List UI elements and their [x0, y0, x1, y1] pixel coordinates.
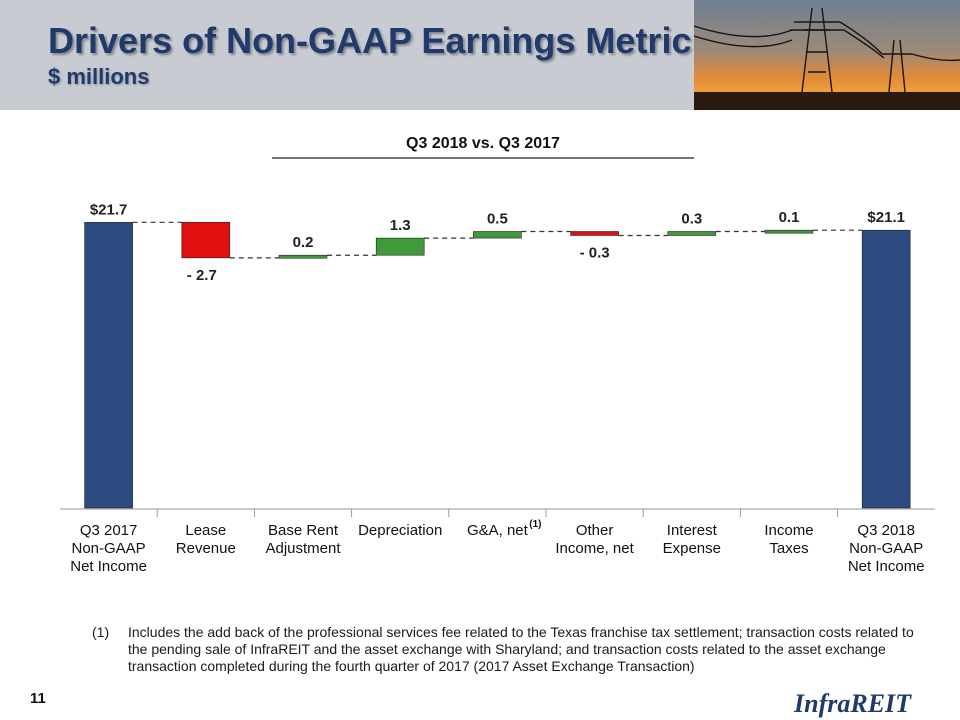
data-label-8: $21.1 — [867, 209, 905, 226]
bar-6 — [667, 231, 717, 236]
category-superscript-4: (1) — [529, 519, 541, 530]
category-label-0-2: Net Income — [70, 558, 147, 575]
footnote-text: Includes the add back of the professiona… — [128, 624, 914, 674]
power-lines-photo — [694, 0, 960, 110]
category-label-6-1: Expense — [663, 540, 721, 557]
bar-8 — [861, 229, 911, 509]
chart-title: Q3 2018 vs. Q3 2017 — [406, 135, 560, 152]
category-label-5-0: Other — [576, 522, 614, 539]
category-label-7-0: Income — [764, 522, 813, 539]
category-label-2-0: Base Rent — [268, 522, 339, 539]
data-label-7: 0.1 — [779, 209, 800, 226]
slide-title: Drivers of Non-GAAP Earnings Metric — [48, 20, 692, 61]
data-label-4: 0.5 — [487, 211, 508, 228]
category-label-1-0: Lease — [185, 522, 226, 539]
waterfall-chart: Q3 2018 vs. Q3 2017$21.7Q3 2017Non-GAAPN… — [60, 135, 935, 575]
data-label-5: - 0.3 — [580, 244, 610, 261]
category-label-6-0: Interest — [667, 522, 718, 539]
slide-subtitle: $ millions — [48, 64, 150, 89]
category-label-3-0: Depreciation — [358, 522, 442, 539]
category-label-1-1: Revenue — [176, 540, 236, 557]
data-label-6: 0.3 — [681, 211, 702, 228]
bar-3 — [375, 237, 425, 256]
category-label-0-1: Non-GAAP — [71, 540, 145, 557]
slide-header: Drivers of Non-GAAP Earnings Metric $ mi… — [0, 0, 960, 110]
data-label-0: $21.7 — [90, 201, 128, 218]
category-label-7-1: Taxes — [769, 540, 808, 557]
company-logo: InfraREIT — [793, 689, 912, 718]
svg-text:InfraREIT: InfraREIT — [793, 689, 912, 718]
category-label-8-1: Non-GAAP — [849, 540, 923, 557]
category-label-8-0: Q3 2018 — [857, 522, 915, 539]
bar-5 — [570, 231, 619, 236]
bar-4 — [473, 231, 522, 239]
category-label-2-1: Adjustment — [265, 540, 341, 557]
category-label-5-1: Income, net — [555, 540, 634, 557]
bar-1 — [181, 222, 231, 259]
bar-0 — [84, 222, 133, 509]
category-label-0-0: Q3 2017 — [80, 522, 138, 539]
category-label-4-0: G&A, net — [467, 522, 529, 539]
category-label-8-2: Net Income — [848, 558, 925, 575]
data-label-2: 0.2 — [293, 234, 314, 251]
data-label-1: - 2.7 — [187, 267, 217, 284]
page-number: 11 — [30, 690, 46, 707]
footnote-marker: (1) — [92, 624, 110, 640]
data-label-3: 1.3 — [390, 217, 411, 234]
bar-7 — [764, 229, 814, 234]
bar-2 — [278, 254, 328, 259]
